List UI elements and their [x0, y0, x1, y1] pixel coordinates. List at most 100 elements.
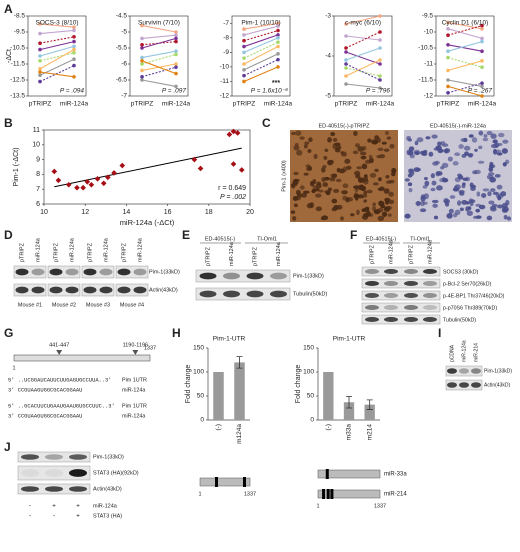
cell — [424, 180, 430, 187]
y-tick-label: 10 — [32, 142, 40, 149]
series-line — [243, 59, 279, 77]
band-label: p-4E-BP1 Thr37/46(20kD) — [443, 293, 505, 299]
series-line — [39, 71, 75, 78]
cell — [385, 180, 392, 184]
series-line — [345, 31, 381, 49]
x-tick-label: miR-124a — [366, 101, 395, 108]
point — [344, 74, 348, 78]
cell — [478, 145, 483, 150]
cell — [471, 137, 478, 143]
cell — [385, 205, 393, 210]
cell — [334, 142, 341, 146]
cell — [307, 148, 312, 153]
y-tick-label: -6.5 — [116, 77, 128, 84]
cell — [436, 171, 443, 176]
series-line — [141, 37, 177, 49]
plot-frame — [435, 15, 495, 97]
series-line — [39, 45, 75, 57]
cell — [292, 216, 297, 221]
point — [378, 46, 382, 50]
x-tick-label: 20 — [246, 209, 254, 216]
cell — [506, 216, 512, 221]
cell — [408, 146, 415, 152]
sequence: 3' CCGUAAGUGGCGCACGGAAU — [8, 387, 82, 393]
cell — [433, 215, 439, 220]
bar — [213, 372, 224, 420]
cell — [379, 200, 384, 206]
point — [140, 43, 144, 47]
cell — [420, 195, 426, 202]
point — [238, 167, 245, 173]
cell — [408, 188, 413, 193]
point — [480, 59, 484, 63]
series-line — [39, 65, 75, 83]
point — [242, 79, 246, 84]
point — [480, 23, 484, 28]
y-tick-label: -11.5 — [11, 61, 26, 68]
cell — [494, 174, 501, 178]
cell — [486, 215, 493, 221]
point — [276, 65, 280, 69]
x-tick-label: (-) — [325, 424, 332, 431]
cell — [293, 203, 298, 208]
x-tick-label: pTRIPZ — [131, 101, 153, 108]
group-header: ED-40515(-) — [205, 236, 235, 242]
cell — [454, 152, 461, 157]
point — [38, 54, 42, 58]
x-tick-label: pTRIPZ — [29, 101, 51, 108]
point — [119, 162, 126, 169]
point — [378, 30, 382, 34]
cell — [312, 185, 318, 190]
site-marker — [132, 350, 139, 355]
cell — [500, 191, 507, 197]
point — [446, 33, 450, 37]
series-line — [141, 53, 177, 65]
cell — [352, 150, 359, 155]
panel-label: C — [262, 116, 271, 130]
x-tick-label: pTRIPZ — [335, 101, 357, 108]
position-label: 1337 — [244, 491, 256, 497]
cell — [363, 190, 368, 196]
series-line — [447, 25, 483, 36]
point — [140, 46, 144, 50]
y-tick-label: -8.5 — [14, 13, 26, 20]
lane-label: miR-124a — [427, 239, 433, 264]
cell — [458, 144, 464, 149]
image-axis-label: Pim-1 (x400) — [281, 160, 287, 192]
cell — [369, 172, 377, 178]
point — [480, 81, 484, 85]
condition-value: + — [76, 503, 80, 510]
panel-label: I — [438, 326, 441, 340]
point — [140, 75, 144, 79]
sequence-name: Pim 1UTR — [122, 403, 147, 409]
point — [174, 65, 178, 69]
point — [72, 44, 76, 49]
cell — [368, 157, 374, 164]
bar — [343, 402, 355, 420]
band — [31, 268, 45, 276]
band — [199, 272, 217, 280]
trend-line — [54, 147, 242, 188]
cell — [459, 191, 465, 196]
y-tick-label: 9 — [36, 156, 40, 163]
band — [423, 280, 437, 287]
cell — [366, 210, 371, 217]
series-line — [345, 51, 381, 65]
band — [246, 272, 264, 280]
cell — [430, 187, 436, 192]
lane-label: miR-124a — [137, 237, 143, 262]
cell — [295, 130, 302, 136]
x-tick-label: miR-124a — [60, 101, 89, 108]
band — [471, 382, 481, 388]
y-tick-label: -5 — [325, 93, 331, 100]
cell — [452, 187, 460, 192]
band — [223, 272, 240, 280]
site-marker — [56, 350, 63, 355]
band — [404, 280, 418, 287]
band — [423, 316, 437, 323]
cell — [391, 171, 396, 177]
point — [378, 14, 382, 18]
series-line — [447, 60, 483, 71]
point — [446, 84, 450, 89]
cell — [468, 153, 473, 158]
